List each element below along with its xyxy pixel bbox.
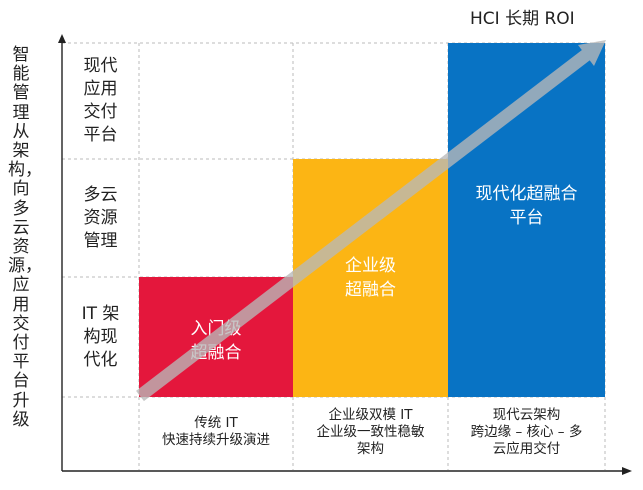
y-axis-title: 智能管理从架构，向多云资源，应用交付平台升级 [8, 45, 42, 430]
col-label-modern-cloud: 现代云架构 跨边缘 – 核心 – 多 云应用交付 [470, 406, 583, 457]
row-label-app-delivery: 现代 应用 交付 平台 [83, 56, 118, 145]
row-label-multicloud: 多云 资源 管理 [83, 184, 118, 251]
x-axis-title: HCI 长期 ROI [470, 9, 575, 29]
row-label-it-modernization: IT 架 构现 代化 [81, 303, 120, 370]
x-axis [62, 467, 632, 475]
block-enterprise-level: 企业级 超融合 [293, 159, 448, 397]
col-label-bimodal-it: 企业级双模 IT 企业级一致性稳敏 架构 [316, 406, 425, 457]
y-axis [58, 34, 66, 471]
col-label-traditional-it: 传统 IT 快速持续升级演进 [162, 415, 270, 448]
trend-arrow [136, 40, 606, 402]
